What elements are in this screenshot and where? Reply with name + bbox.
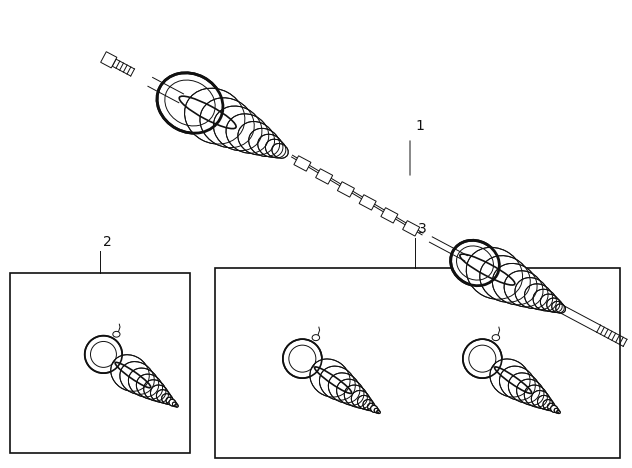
Ellipse shape <box>157 73 223 133</box>
Polygon shape <box>359 195 376 210</box>
Ellipse shape <box>120 362 154 395</box>
Ellipse shape <box>463 339 502 378</box>
Ellipse shape <box>516 379 544 405</box>
Ellipse shape <box>550 405 558 412</box>
Polygon shape <box>403 220 420 236</box>
Ellipse shape <box>554 408 559 413</box>
Ellipse shape <box>310 359 350 397</box>
Ellipse shape <box>547 298 562 313</box>
Ellipse shape <box>537 395 552 410</box>
Polygon shape <box>100 51 117 68</box>
Ellipse shape <box>363 400 375 410</box>
Ellipse shape <box>543 400 554 410</box>
Text: 1: 1 <box>415 119 424 133</box>
Ellipse shape <box>85 336 122 373</box>
Ellipse shape <box>344 385 367 407</box>
Ellipse shape <box>557 410 561 414</box>
Ellipse shape <box>214 106 262 151</box>
Ellipse shape <box>492 263 537 305</box>
Ellipse shape <box>556 304 566 313</box>
Ellipse shape <box>173 402 177 407</box>
Ellipse shape <box>508 373 540 403</box>
Ellipse shape <box>111 355 149 391</box>
Polygon shape <box>381 208 398 223</box>
Ellipse shape <box>329 373 360 403</box>
Ellipse shape <box>162 394 173 404</box>
Ellipse shape <box>532 390 550 409</box>
Ellipse shape <box>169 399 176 406</box>
Ellipse shape <box>166 397 174 405</box>
Ellipse shape <box>451 240 499 285</box>
Bar <box>10 273 190 453</box>
Ellipse shape <box>504 271 543 307</box>
Text: 3: 3 <box>418 222 427 236</box>
Ellipse shape <box>248 128 279 156</box>
Bar <box>215 268 620 458</box>
Ellipse shape <box>358 395 372 410</box>
Ellipse shape <box>226 114 269 153</box>
Ellipse shape <box>272 144 288 158</box>
Ellipse shape <box>337 379 364 405</box>
Polygon shape <box>337 182 355 197</box>
Ellipse shape <box>137 374 162 399</box>
Ellipse shape <box>368 403 376 411</box>
Ellipse shape <box>525 284 552 310</box>
Ellipse shape <box>525 385 547 407</box>
Ellipse shape <box>143 380 166 401</box>
Polygon shape <box>315 169 332 184</box>
Polygon shape <box>294 156 311 171</box>
Ellipse shape <box>175 404 178 407</box>
Ellipse shape <box>319 366 355 400</box>
Ellipse shape <box>552 301 564 313</box>
Ellipse shape <box>490 359 530 397</box>
Ellipse shape <box>374 408 379 413</box>
Ellipse shape <box>547 403 556 411</box>
Ellipse shape <box>200 98 254 148</box>
Ellipse shape <box>258 134 283 157</box>
Ellipse shape <box>150 385 169 402</box>
Ellipse shape <box>540 294 560 312</box>
Ellipse shape <box>283 339 322 378</box>
Ellipse shape <box>156 390 171 403</box>
Ellipse shape <box>185 88 245 144</box>
Ellipse shape <box>515 278 548 308</box>
Ellipse shape <box>480 256 530 302</box>
Ellipse shape <box>128 368 159 397</box>
Ellipse shape <box>499 366 535 400</box>
Ellipse shape <box>466 248 523 299</box>
Ellipse shape <box>265 139 286 158</box>
Ellipse shape <box>238 122 274 155</box>
Ellipse shape <box>377 410 380 414</box>
Ellipse shape <box>533 289 556 311</box>
Ellipse shape <box>370 405 378 412</box>
Text: 2: 2 <box>103 235 112 249</box>
Ellipse shape <box>351 390 370 409</box>
